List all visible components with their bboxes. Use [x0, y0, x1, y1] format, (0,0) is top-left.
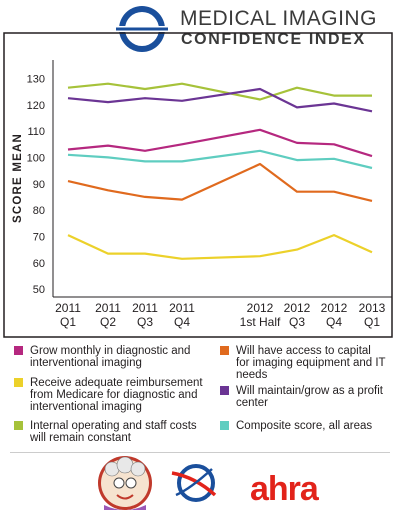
x-tick-label-period: Q4: [174, 315, 190, 329]
series-line: [67, 87, 373, 113]
legend-label: Composite score, all areas: [236, 420, 373, 432]
ahra-logo: ahra: [250, 470, 319, 508]
x-tick-label-period: Q4: [326, 315, 342, 329]
x-tick-label-period: Q1: [364, 315, 380, 329]
legend-label: Internal operating and staff costs will …: [30, 420, 197, 444]
x-tick-label-period: Q1: [60, 315, 76, 329]
series-line: [67, 162, 373, 202]
mici-logo-icon: [116, 6, 168, 52]
y-tick-label: 110: [27, 126, 45, 138]
x-tick-label-year: 2012: [321, 301, 348, 315]
x-tick-label-period: Q3: [137, 315, 153, 329]
legend-swatch: [220, 421, 229, 430]
series-line: [67, 128, 373, 158]
x-tick-label-period: Q3: [289, 315, 305, 329]
legend-label: Will maintain/grow as a profit center: [236, 385, 383, 409]
cartoon-mascot-logo-icon: [98, 456, 152, 510]
plot-frame: [3, 32, 393, 338]
y-tick-label: 90: [33, 179, 45, 191]
series-line: [67, 82, 372, 101]
x-tick-label-year: 2012: [247, 301, 274, 315]
x-tick-label-year: 2012: [284, 301, 311, 315]
x-tick-label-year: 2011: [95, 301, 121, 315]
series-line: [67, 234, 373, 260]
footer-logos: [98, 456, 217, 510]
legend-swatch: [220, 386, 229, 395]
swoosh-logo-icon: [171, 464, 217, 502]
y-tick-label: 130: [27, 73, 45, 85]
legend-swatch: [14, 421, 23, 430]
series-line: [67, 149, 373, 170]
divider: [10, 452, 390, 453]
y-tick-label: 120: [27, 100, 45, 112]
y-tick-label: 60: [33, 258, 45, 270]
x-tick-label-year: 2013: [359, 301, 386, 315]
legend-swatch: [14, 378, 23, 387]
y-tick-label: 100: [27, 152, 45, 164]
x-tick-label-period: Q2: [100, 315, 116, 329]
x-tick-label-year: 2011: [55, 301, 81, 315]
legend-label: Will have access to capital for imaging …: [236, 345, 386, 381]
y-tick-label: 50: [33, 284, 45, 296]
legend-label: Receive adequate reimbursement from Medi…: [30, 377, 203, 413]
x-tick-label-year: 2011: [132, 301, 158, 315]
legend-swatch: [14, 346, 23, 355]
x-tick-label-period: 1st Half: [240, 315, 281, 329]
page-subtitle: CONFIDENCE INDEX: [181, 31, 366, 48]
legend-swatch: [220, 346, 229, 355]
y-tick-label: 70: [33, 231, 45, 243]
x-tick-label-year: 2011: [169, 301, 195, 315]
y-tick-label: 80: [33, 205, 45, 217]
y-axis-title: SCORE MEAN: [12, 133, 24, 223]
legend-label: Grow monthly in diagnostic and intervent…: [30, 345, 191, 369]
page-title: MEDICAL IMAGING: [180, 7, 377, 30]
